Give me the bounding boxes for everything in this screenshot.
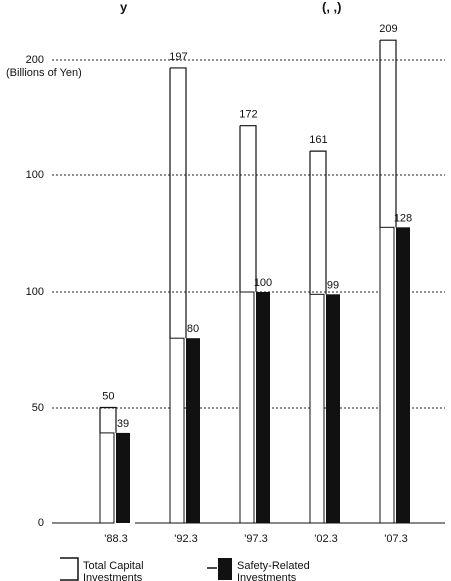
- legend-item-safety-related: Safety-Related Investments: [207, 558, 310, 581]
- data-label-safety-related: 99: [327, 279, 339, 291]
- data-label-safety-related: 100: [254, 277, 272, 289]
- data-label-safety-related: 80: [187, 323, 199, 335]
- bar-total-capital-lower: [309, 293, 325, 524]
- y-axis-ticks: 0 50 100 100 200: [26, 54, 44, 529]
- header-fragment-right: (, ,): [322, 0, 342, 15]
- bar-total-capital-outline: [309, 150, 327, 295]
- x-tick-label: '92.3: [174, 533, 198, 545]
- header-fragment-left: y: [120, 0, 128, 15]
- data-label-total-capital: 50: [102, 391, 114, 403]
- bar-total-capital-outline: [169, 67, 187, 339]
- legend: Total Capital Investments Safety-Related…: [60, 557, 310, 581]
- bar-total-capital-outline: [379, 39, 397, 228]
- y-tick-label: 0: [38, 517, 44, 529]
- data-label-safety-related: 39: [117, 418, 129, 430]
- bar-total-capital-lower: [239, 291, 255, 524]
- legend-item-total-capital: Total Capital Investments: [60, 557, 144, 581]
- data-label-total-capital: 197: [169, 51, 187, 63]
- data-labels: 50 39 197 80 172 100 161 99 209 128: [102, 23, 412, 430]
- legend-label-total-capital-line2: Investments: [83, 572, 143, 581]
- legend-label-total-capital-line1: Total Capital: [83, 560, 144, 572]
- bar-total-capital-lower: [169, 337, 185, 524]
- y-tick-label: 200: [26, 54, 44, 66]
- x-tick-label: '88.3: [104, 533, 128, 545]
- legend-swatch-safety-related: [218, 558, 232, 580]
- y-axis-unit-label: (Billions of Yen): [6, 67, 82, 79]
- legend-label-safety-related-line1: Safety-Related: [237, 560, 310, 572]
- bar-total-capital-lower: [99, 432, 115, 524]
- legend-label-safety-related-line2: Investments: [237, 572, 297, 581]
- bar-total-capital-outline: [239, 125, 257, 292]
- y-tick-label: 100: [26, 286, 44, 298]
- data-label-total-capital: 209: [379, 23, 397, 35]
- bar-total-capital-lower: [379, 226, 395, 524]
- x-tick-label: '07.3: [384, 533, 408, 545]
- x-tick-label: '97.3: [244, 533, 268, 545]
- bar-safety-related: [396, 227, 410, 523]
- y-tick-label: 50: [32, 402, 44, 414]
- bars: [99, 39, 410, 524]
- bar-safety-related: [256, 292, 270, 523]
- bar-safety-related: [326, 294, 340, 523]
- data-label-safety-related: 128: [394, 212, 412, 224]
- data-label-total-capital: 172: [239, 109, 257, 121]
- x-axis-labels: '88.3 '92.3 '97.3 '02.3 '07.3: [104, 533, 408, 545]
- x-tick-label: '02.3: [314, 533, 338, 545]
- y-tick-label: 100: [26, 169, 44, 181]
- bar-safety-related: [186, 338, 200, 523]
- bar-total-capital-outline: [99, 406, 117, 433]
- legend-swatch-total-capital: [60, 557, 79, 581]
- bar-safety-related: [116, 432, 130, 523]
- data-label-total-capital: 161: [309, 134, 327, 146]
